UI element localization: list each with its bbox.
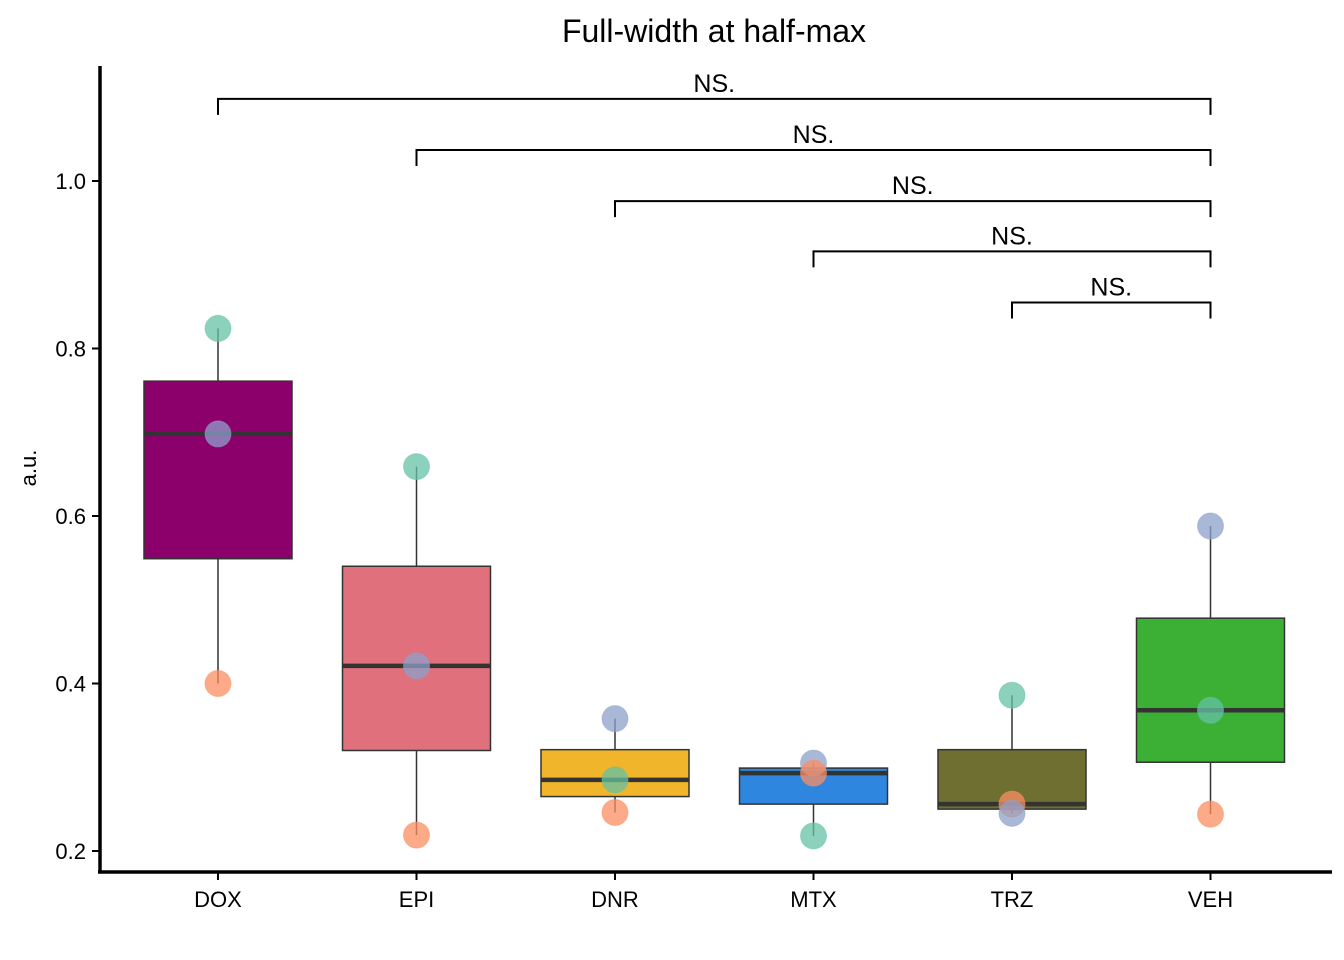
- significance-bracket: NS.: [217, 70, 1212, 115]
- data-point: [998, 799, 1026, 827]
- significance-label: NS.: [1090, 273, 1132, 301]
- data-point: [601, 766, 629, 794]
- y-axis: 0.2 0.4 0.6 0.8 1.0: [55, 169, 100, 864]
- significance-bracket: NS.: [415, 121, 1212, 167]
- significance-bracket: NS.: [614, 172, 1212, 218]
- plot-area: NS. NS. NS. NS. NS.: [143, 70, 1286, 850]
- y-tick-label: 0.6: [55, 504, 86, 529]
- bracket-line: [415, 149, 1212, 167]
- data-point: [204, 420, 232, 448]
- y-tick-label: 0.4: [55, 672, 86, 697]
- box-body: [1135, 617, 1286, 763]
- x-tick-label: DNR: [591, 887, 639, 912]
- data-point: [204, 314, 232, 342]
- significance-label: NS.: [693, 70, 735, 98]
- box-veh: [1135, 526, 1286, 815]
- data-point: [403, 821, 430, 849]
- box-epi: [341, 466, 492, 836]
- data-point: [403, 652, 430, 680]
- bracket-line: [217, 97, 1212, 115]
- data-point: [601, 798, 629, 826]
- bracket-line: [614, 200, 1212, 218]
- box-dnr: [540, 718, 690, 813]
- significance-label: NS.: [793, 121, 835, 149]
- x-tick-label: MTX: [790, 887, 837, 912]
- box-body: [143, 380, 293, 560]
- y-tick-label: 0.2: [55, 839, 86, 864]
- bracket-line: [812, 250, 1212, 268]
- x-tick-label: DOX: [194, 887, 242, 912]
- significance-bracket: NS.: [1011, 273, 1212, 319]
- x-tick-label: VEH: [1188, 887, 1233, 912]
- data-point: [800, 759, 827, 787]
- significance-label: NS.: [892, 172, 934, 200]
- data-point: [204, 670, 232, 697]
- chart-title: Full-width at half-max: [562, 13, 866, 49]
- data-point: [1197, 512, 1224, 540]
- y-tick-label: 0.8: [55, 337, 86, 362]
- data-point: [601, 705, 629, 733]
- data-point: [403, 453, 430, 481]
- x-tick-label: EPI: [399, 887, 434, 912]
- data-point: [800, 822, 827, 850]
- x-axis: DOX EPI DNR MTX TRZ VEH: [194, 872, 1233, 912]
- data-point: [1197, 696, 1224, 724]
- significance-bracket: NS.: [812, 222, 1212, 268]
- box-dox: [143, 328, 293, 684]
- y-axis-title: a.u.: [16, 450, 41, 487]
- bracket-line: [1011, 301, 1212, 319]
- significance-label: NS.: [991, 222, 1033, 250]
- y-tick-label: 1.0: [55, 169, 86, 194]
- data-point: [998, 681, 1026, 709]
- data-point: [1197, 800, 1224, 828]
- x-tick-label: TRZ: [991, 887, 1034, 912]
